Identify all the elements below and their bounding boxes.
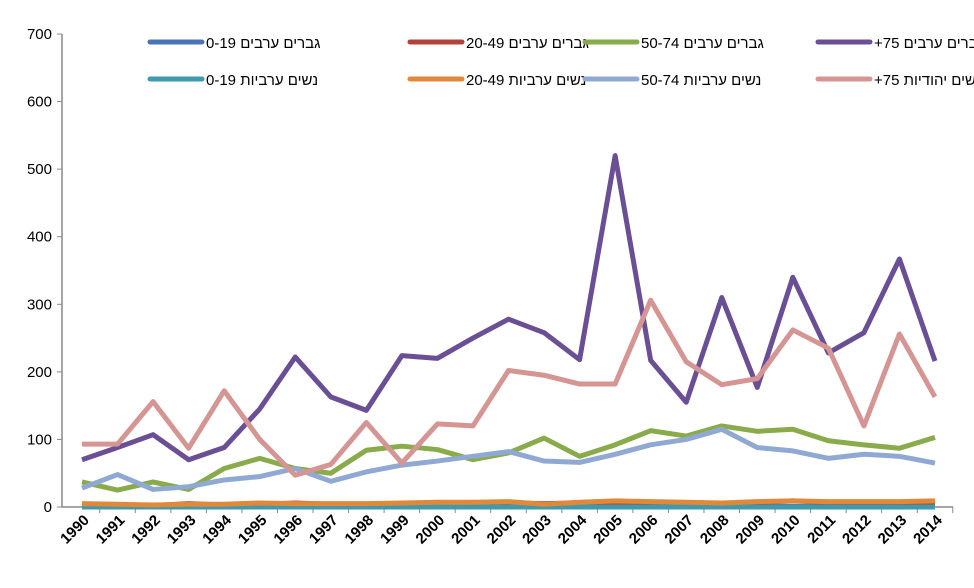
x-tick-label: 2002 <box>484 512 520 548</box>
x-tick-label: 2006 <box>626 512 662 548</box>
y-tick-label: 0 <box>44 499 52 516</box>
legend-label: גברים ערבים 0-19 <box>206 35 321 52</box>
x-tick-label: 2010 <box>768 512 804 548</box>
x-tick-label: 2013 <box>875 512 911 548</box>
x-tick-label: 2003 <box>519 512 555 548</box>
x-tick-label: 1997 <box>306 512 342 548</box>
y-tick-label: 400 <box>27 229 52 246</box>
x-tick-label: 2004 <box>555 511 591 547</box>
x-tick-label: 1993 <box>164 512 200 548</box>
y-tick-label: 600 <box>27 94 52 111</box>
x-tick-label: 1990 <box>57 512 93 548</box>
y-tick-label: 500 <box>27 161 52 178</box>
legend-item: נשים ערביות 20-49 <box>407 72 586 89</box>
x-tick-label: 2011 <box>804 512 839 547</box>
series-line-6 <box>81 426 936 492</box>
legend-item: נשים ערביות 50-74 <box>582 72 761 89</box>
legend-label: גברים ערבים 50-74 <box>641 35 764 52</box>
y-tick-label: 100 <box>27 431 52 448</box>
x-tick-label: 1994 <box>199 511 235 547</box>
legend-item: גברים ערבים 0-19 <box>147 35 321 52</box>
x-tick-label: 1999 <box>377 512 413 548</box>
y-tick-label: 700 <box>27 26 52 43</box>
x-tick-label: 1998 <box>342 512 378 548</box>
series-line-5 <box>81 498 936 508</box>
x-tick-label: 1996 <box>270 512 306 548</box>
legend-label: גברים ערבים 75+ <box>874 35 974 52</box>
x-tick-label: 2012 <box>839 512 875 548</box>
x-tick-label: 1995 <box>235 512 271 548</box>
legend-item: נשים יהודיות 75+ <box>815 72 974 89</box>
legend-label: נשים ערביות 0-19 <box>206 72 318 89</box>
legend-item: נשים ערביות 0-19 <box>147 72 318 89</box>
legend-item: גברים ערבים 75+ <box>815 35 974 52</box>
x-tick-label: 2009 <box>732 512 768 548</box>
legend-item: גברים ערבים 50-74 <box>582 35 764 52</box>
legend-item: גברים ערבים 20-49 <box>407 35 589 52</box>
series-line-7 <box>82 297 938 478</box>
x-tick-label: 2001 <box>448 512 484 548</box>
legend-label: נשים יהודיות 75+ <box>874 72 974 89</box>
x-tick-label: 2005 <box>590 512 626 548</box>
x-tick-label: 1991 <box>93 512 129 548</box>
x-tick-label: 2000 <box>413 512 449 548</box>
series-line-3 <box>81 153 938 463</box>
legend-label: נשים ערביות 50-74 <box>641 72 761 89</box>
x-tick-label: 2008 <box>697 512 733 548</box>
legend-label: נשים ערביות 20-49 <box>466 72 586 89</box>
x-tick-label: 2007 <box>661 512 697 548</box>
y-tick-label: 300 <box>27 296 52 313</box>
y-tick-label: 200 <box>27 364 52 381</box>
x-tick-label: 1992 <box>128 512 164 548</box>
legend-label: גברים ערבים 20-49 <box>466 35 589 52</box>
x-tick-label: 2014 <box>910 511 946 547</box>
